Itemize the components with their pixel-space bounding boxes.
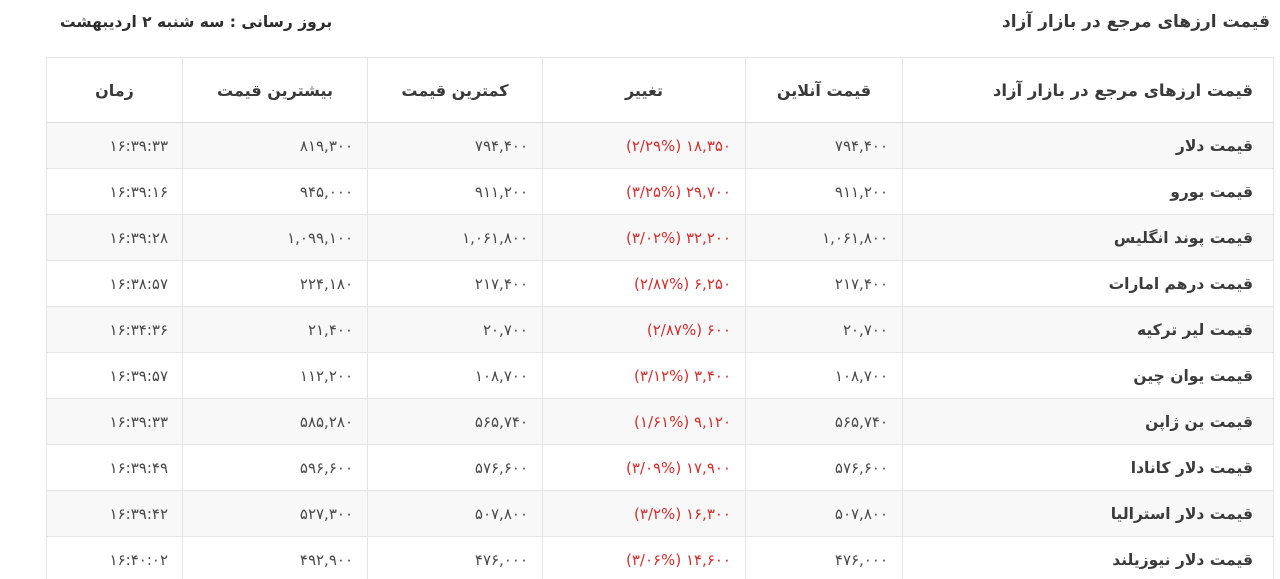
table-row: قیمت دلار نیوزیلند ۴۷۶,۰۰۰ ۱۴,۶۰۰ (۳/۰۶%…	[46, 536, 1274, 579]
highest-price-cell: ۵۸۵,۲۸۰	[182, 398, 368, 445]
update-status: بروز رسانی : سه شنبه ۲ اردیبهشت	[60, 13, 333, 31]
header-row: قیمت ارزهای مرجع در بازار آزاد قیمت آنلا…	[46, 57, 1274, 123]
online-price-cell: ۷۹۴,۴۰۰	[745, 122, 903, 169]
lowest-price-cell: ۹۱۱,۲۰۰	[367, 168, 543, 215]
online-price-cell: ۱۰۸,۷۰۰	[745, 352, 903, 399]
update-time-cell: ۱۶:۳۸:۵۷	[46, 260, 183, 307]
update-time-cell: ۱۶:۳۹:۳۳	[46, 398, 183, 445]
online-price-cell: ۴۷۶,۰۰۰	[745, 536, 903, 579]
highest-price-cell: ۲۱,۴۰۰	[182, 306, 368, 353]
online-price-cell: ۲۰,۷۰۰	[745, 306, 903, 353]
column-header-change: تغییر	[542, 57, 746, 123]
price-change-cell: ۳,۴۰۰ (۳/۱۲%)	[542, 352, 746, 399]
lowest-price-cell: ۲۱۷,۴۰۰	[367, 260, 543, 307]
online-price-cell: ۵۷۶,۶۰۰	[745, 444, 903, 491]
currency-name-cell: قیمت درهم امارات	[902, 260, 1274, 307]
column-header-highest-price: بیشترین قیمت	[182, 57, 368, 123]
online-price-cell: ۹۱۱,۲۰۰	[745, 168, 903, 215]
update-time-cell: ۱۶:۳۹:۴۹	[46, 444, 183, 491]
table-row: قیمت درهم امارات ۲۱۷,۴۰۰ ۶,۲۵۰ (۲/۸۷%) ۲…	[46, 260, 1274, 307]
price-change-cell: ۱۴,۶۰۰ (۳/۰۶%)	[542, 536, 746, 579]
price-change-cell: ۶۰۰ (۲/۸۷%)	[542, 306, 746, 353]
table-row: قیمت ین ژاپن ۵۶۵,۷۴۰ ۹,۱۲۰ (۱/۶۱%) ۵۶۵,۷…	[46, 398, 1274, 445]
highest-price-cell: ۸۱۹,۳۰۰	[182, 122, 368, 169]
currency-name-cell: قیمت دلار کانادا	[902, 444, 1274, 491]
highest-price-cell: ۵۹۶,۶۰۰	[182, 444, 368, 491]
update-time-cell: ۱۶:۳۹:۳۳	[46, 122, 183, 169]
online-price-cell: ۵۶۵,۷۴۰	[745, 398, 903, 445]
currency-table-container: قیمت ارزهای مرجع در بازار آزاد قیمت آنلا…	[46, 57, 1274, 579]
table-row: قیمت پوند انگلیس ۱,۰۶۱,۸۰۰ ۳۲,۲۰۰ (۳/۰۲%…	[46, 214, 1274, 261]
price-change-cell: ۹,۱۲۰ (۱/۶۱%)	[542, 398, 746, 445]
currency-name-cell: قیمت دلار استرالیا	[902, 490, 1274, 537]
price-change-cell: ۱۷,۹۰۰ (۳/۰۹%)	[542, 444, 746, 491]
price-change-cell: ۶,۲۵۰ (۲/۸۷%)	[542, 260, 746, 307]
update-time-cell: ۱۶:۳۹:۱۶	[46, 168, 183, 215]
currency-name-cell: قیمت دلار نیوزیلند	[902, 536, 1274, 579]
table-row: قیمت یورو ۹۱۱,۲۰۰ ۲۹,۷۰۰ (۳/۲۵%) ۹۱۱,۲۰۰…	[46, 168, 1274, 215]
online-price-cell: ۲۱۷,۴۰۰	[745, 260, 903, 307]
currency-price-table: قیمت ارزهای مرجع در بازار آزاد قیمت آنلا…	[46, 57, 1274, 579]
page-title: قیمت ارزهای مرجع در بازار آزاد	[1001, 12, 1270, 32]
table-row: قیمت دلار ۷۹۴,۴۰۰ ۱۸,۳۵۰ (۲/۲۹%) ۷۹۴,۴۰۰…	[46, 122, 1274, 169]
lowest-price-cell: ۱,۰۶۱,۸۰۰	[367, 214, 543, 261]
column-header-time: زمان	[46, 57, 183, 123]
topbar: قیمت ارزهای مرجع در بازار آزاد بروز رسان…	[0, 0, 1280, 34]
lowest-price-cell: ۵۰۷,۸۰۰	[367, 490, 543, 537]
lowest-price-cell: ۲۰,۷۰۰	[367, 306, 543, 353]
online-price-cell: ۵۰۷,۸۰۰	[745, 490, 903, 537]
online-price-cell: ۱,۰۶۱,۸۰۰	[745, 214, 903, 261]
highest-price-cell: ۲۲۴,۱۸۰	[182, 260, 368, 307]
currency-name-cell: قیمت دلار	[902, 122, 1274, 169]
table-row: قیمت لیر ترکیه ۲۰,۷۰۰ ۶۰۰ (۲/۸۷%) ۲۰,۷۰۰…	[46, 306, 1274, 353]
highest-price-cell: ۵۲۷,۳۰۰	[182, 490, 368, 537]
lowest-price-cell: ۴۷۶,۰۰۰	[367, 536, 543, 579]
highest-price-cell: ۱,۰۹۹,۱۰۰	[182, 214, 368, 261]
price-change-cell: ۱۸,۳۵۰ (۲/۲۹%)	[542, 122, 746, 169]
lowest-price-cell: ۵۶۵,۷۴۰	[367, 398, 543, 445]
currency-name-cell: قیمت یورو	[902, 168, 1274, 215]
price-change-cell: ۳۲,۲۰۰ (۳/۰۲%)	[542, 214, 746, 261]
update-time-cell: ۱۶:۳۹:۲۸	[46, 214, 183, 261]
update-time-cell: ۱۶:۳۴:۳۶	[46, 306, 183, 353]
update-time-cell: ۱۶:۴۰:۰۲	[46, 536, 183, 579]
lowest-price-cell: ۱۰۸,۷۰۰	[367, 352, 543, 399]
table-row: قیمت دلار کانادا ۵۷۶,۶۰۰ ۱۷,۹۰۰ (۳/۰۹%) …	[46, 444, 1274, 491]
price-change-cell: ۲۹,۷۰۰ (۳/۲۵%)	[542, 168, 746, 215]
lowest-price-cell: ۵۷۶,۶۰۰	[367, 444, 543, 491]
column-header-online-price: قیمت آنلاین	[745, 57, 903, 123]
lowest-price-cell: ۷۹۴,۴۰۰	[367, 122, 543, 169]
highest-price-cell: ۱۱۲,۲۰۰	[182, 352, 368, 399]
update-time-cell: ۱۶:۳۹:۴۲	[46, 490, 183, 537]
table-row: قیمت دلار استرالیا ۵۰۷,۸۰۰ ۱۶,۳۰۰ (۳/۲%)…	[46, 490, 1274, 537]
price-change-cell: ۱۶,۳۰۰ (۳/۲%)	[542, 490, 746, 537]
currency-name-cell: قیمت ین ژاپن	[902, 398, 1274, 445]
table-row: قیمت یوان چین ۱۰۸,۷۰۰ ۳,۴۰۰ (۳/۱۲%) ۱۰۸,…	[46, 352, 1274, 399]
currency-table-body: قیمت دلار ۷۹۴,۴۰۰ ۱۸,۳۵۰ (۲/۲۹%) ۷۹۴,۴۰۰…	[46, 122, 1274, 579]
update-time-cell: ۱۶:۳۹:۵۷	[46, 352, 183, 399]
currency-name-cell: قیمت پوند انگلیس	[902, 214, 1274, 261]
highest-price-cell: ۴۹۲,۹۰۰	[182, 536, 368, 579]
currency-name-cell: قیمت لیر ترکیه	[902, 306, 1274, 353]
column-header-currency-name: قیمت ارزهای مرجع در بازار آزاد	[902, 57, 1274, 123]
table-header: قیمت ارزهای مرجع در بازار آزاد قیمت آنلا…	[46, 57, 1274, 123]
currency-name-cell: قیمت یوان چین	[902, 352, 1274, 399]
highest-price-cell: ۹۴۵,۰۰۰	[182, 168, 368, 215]
column-header-lowest-price: کمترین قیمت	[367, 57, 543, 123]
